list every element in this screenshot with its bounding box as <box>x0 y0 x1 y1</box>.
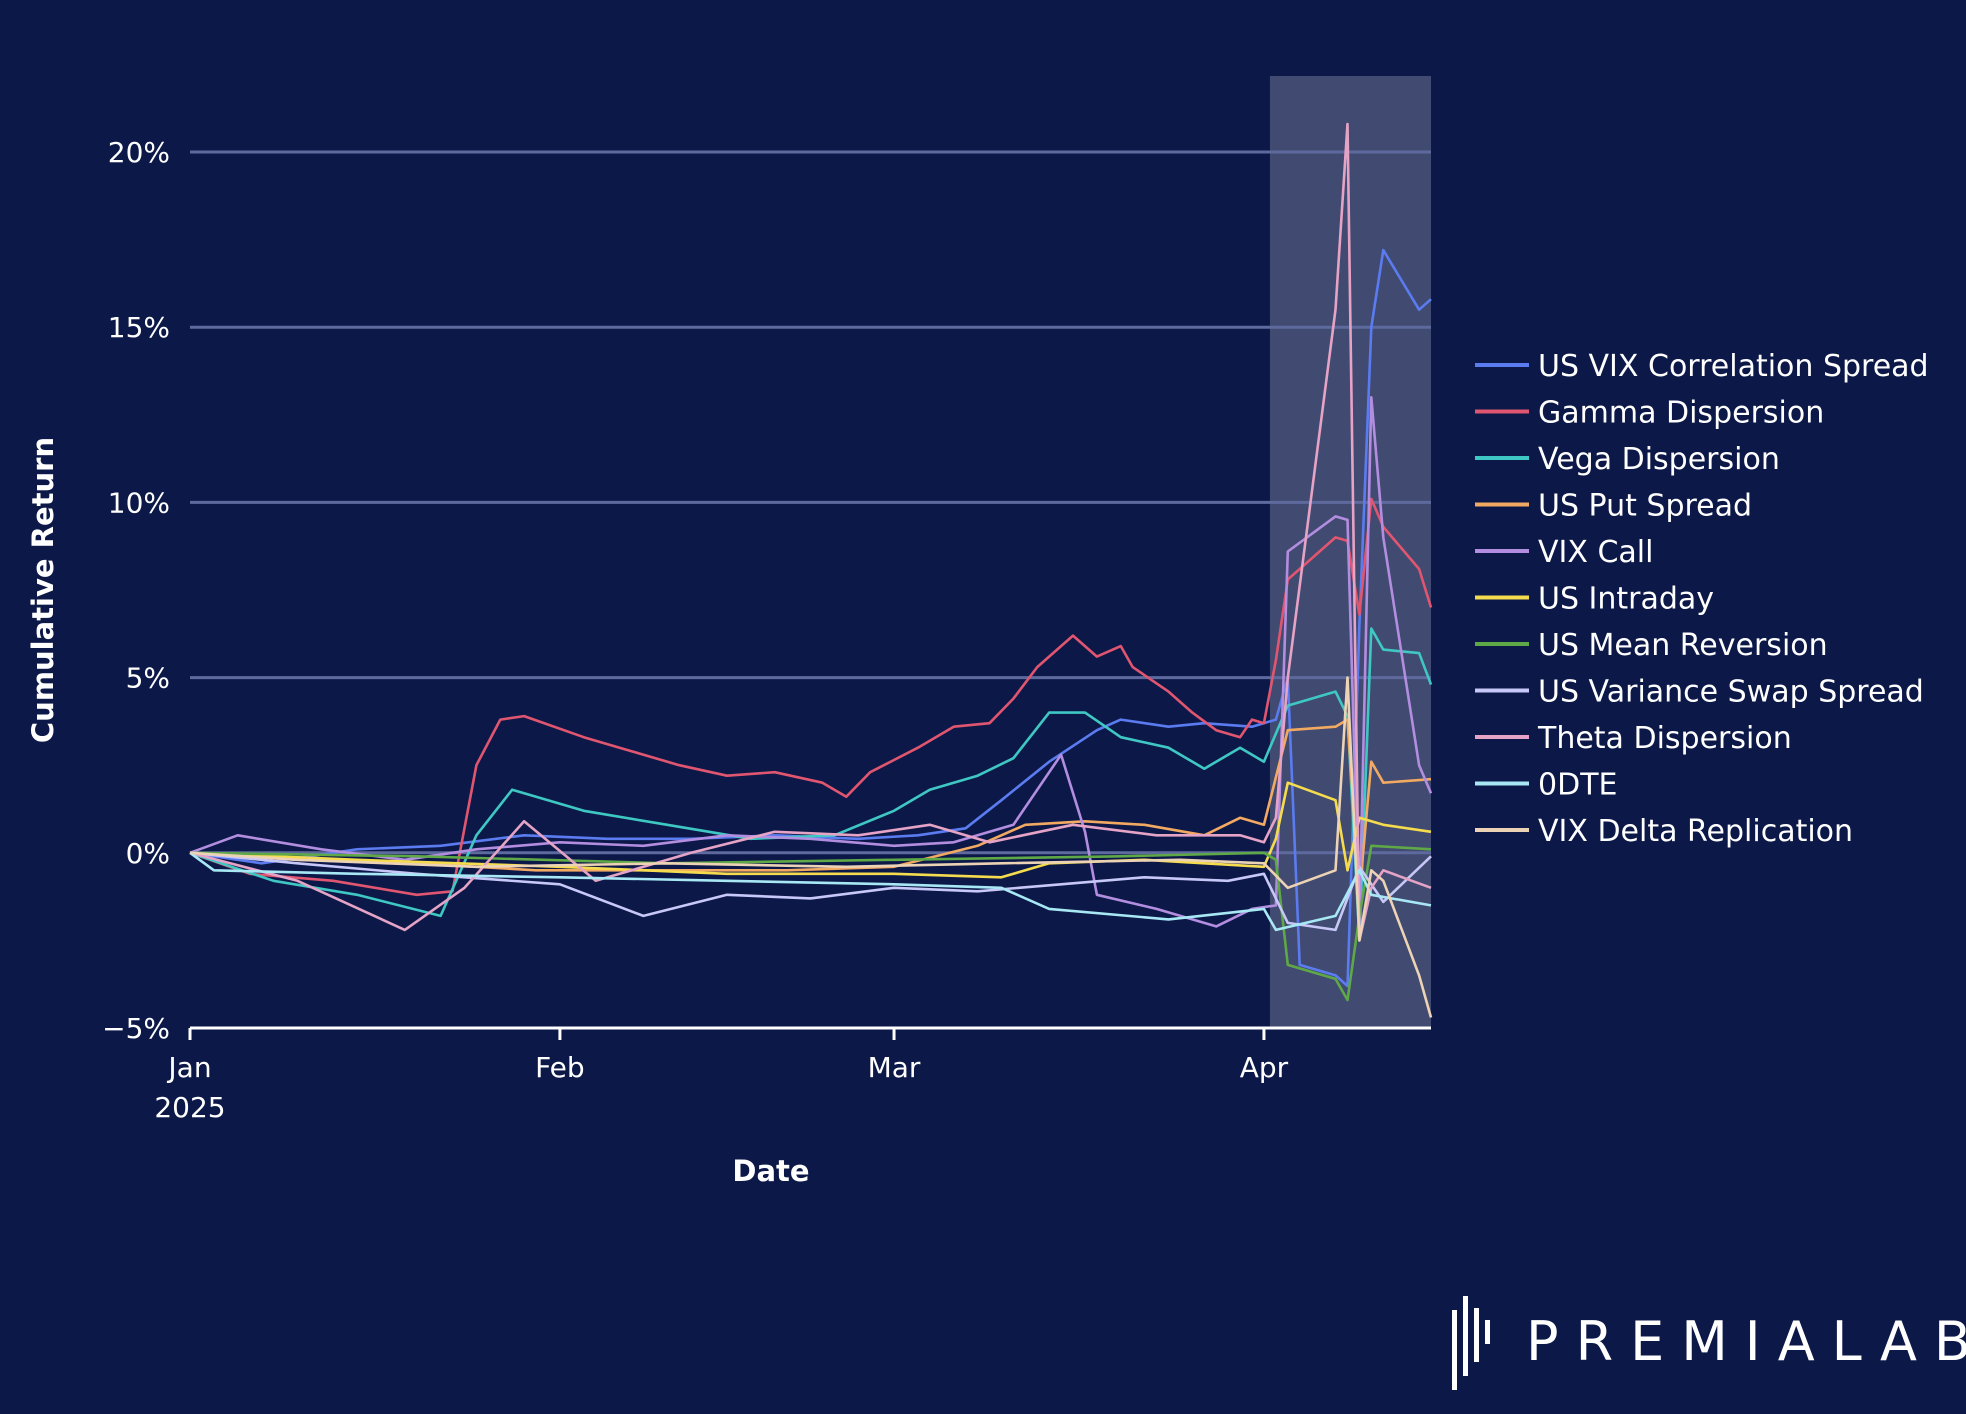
legend-label: Vega Dispersion <box>1538 442 1780 477</box>
legend-label: US Put Spread <box>1538 489 1752 524</box>
legend-label: US VIX Correlation Spread <box>1538 349 1929 384</box>
x-tick-label: Mar <box>868 1051 921 1084</box>
series-line <box>189 851 1432 932</box>
legend-label: VIX Delta Replication <box>1538 814 1853 849</box>
y-axis-title: Cumulative Return <box>26 437 60 743</box>
series-line <box>189 676 1433 1018</box>
legend-label: US Intraday <box>1538 582 1714 617</box>
brand-name: PREMIALAB <box>1526 1310 1966 1373</box>
legend-label: Gamma Dispersion <box>1538 396 1824 431</box>
y-tick-label: 0% <box>126 837 170 870</box>
x-tick-sublabel: 2025 <box>154 1091 225 1124</box>
y-tick-label: 20% <box>108 136 170 169</box>
y-tick-label: 5% <box>126 662 170 695</box>
x-axis-title: Date <box>732 1154 809 1188</box>
legend-label: US Variance Swap Spread <box>1538 675 1924 710</box>
axes: −5% 0% 5% 10% 15% 20% Jan 2025 Feb Mar Apr <box>102 136 1431 1124</box>
series-line <box>189 396 1433 928</box>
legend-label: 0DTE <box>1538 768 1617 803</box>
legend-item: Vega Dispersion <box>1475 442 1780 477</box>
y-tick-label: 10% <box>108 486 170 519</box>
x-tick-label: Apr <box>1240 1051 1289 1084</box>
x-tick-label: Feb <box>535 1051 585 1084</box>
series-lines <box>189 122 1433 1018</box>
series-line <box>189 781 1432 879</box>
y-tick-label: −5% <box>102 1012 170 1045</box>
series-line <box>189 497 1433 897</box>
series-line <box>189 248 1432 988</box>
y-tick-label: 15% <box>108 311 170 344</box>
legend-item: VIX Call <box>1475 535 1653 570</box>
legend-label: US Mean Reversion <box>1538 628 1828 663</box>
legend-item: US Mean Reversion <box>1475 628 1828 663</box>
series-line <box>189 627 1433 942</box>
legend-item: VIX Delta Replication <box>1475 814 1853 849</box>
legend-item: US Variance Swap Spread <box>1475 675 1924 710</box>
x-tick-label: Jan <box>166 1051 211 1084</box>
legend-item: US VIX Correlation Spread <box>1475 349 1929 384</box>
legend-label: Theta Dispersion <box>1537 721 1792 756</box>
brand-logo-mark <box>1452 1296 1490 1390</box>
legend-item: Theta Dispersion <box>1475 721 1792 756</box>
gridlines <box>190 150 1431 855</box>
legend-label: VIX Call <box>1538 535 1653 570</box>
series-line <box>189 851 1432 932</box>
legend-item: 0DTE <box>1475 768 1617 803</box>
legend-item: Gamma Dispersion <box>1475 396 1824 431</box>
series-line <box>189 122 1432 942</box>
series-line <box>189 718 1432 897</box>
brand-logo: PREMIALAB <box>1452 1296 1966 1390</box>
legend-item: US Intraday <box>1475 582 1714 617</box>
legend: US VIX Correlation Spread Gamma Dispersio… <box>1475 349 1929 849</box>
legend-item: US Put Spread <box>1475 489 1752 524</box>
